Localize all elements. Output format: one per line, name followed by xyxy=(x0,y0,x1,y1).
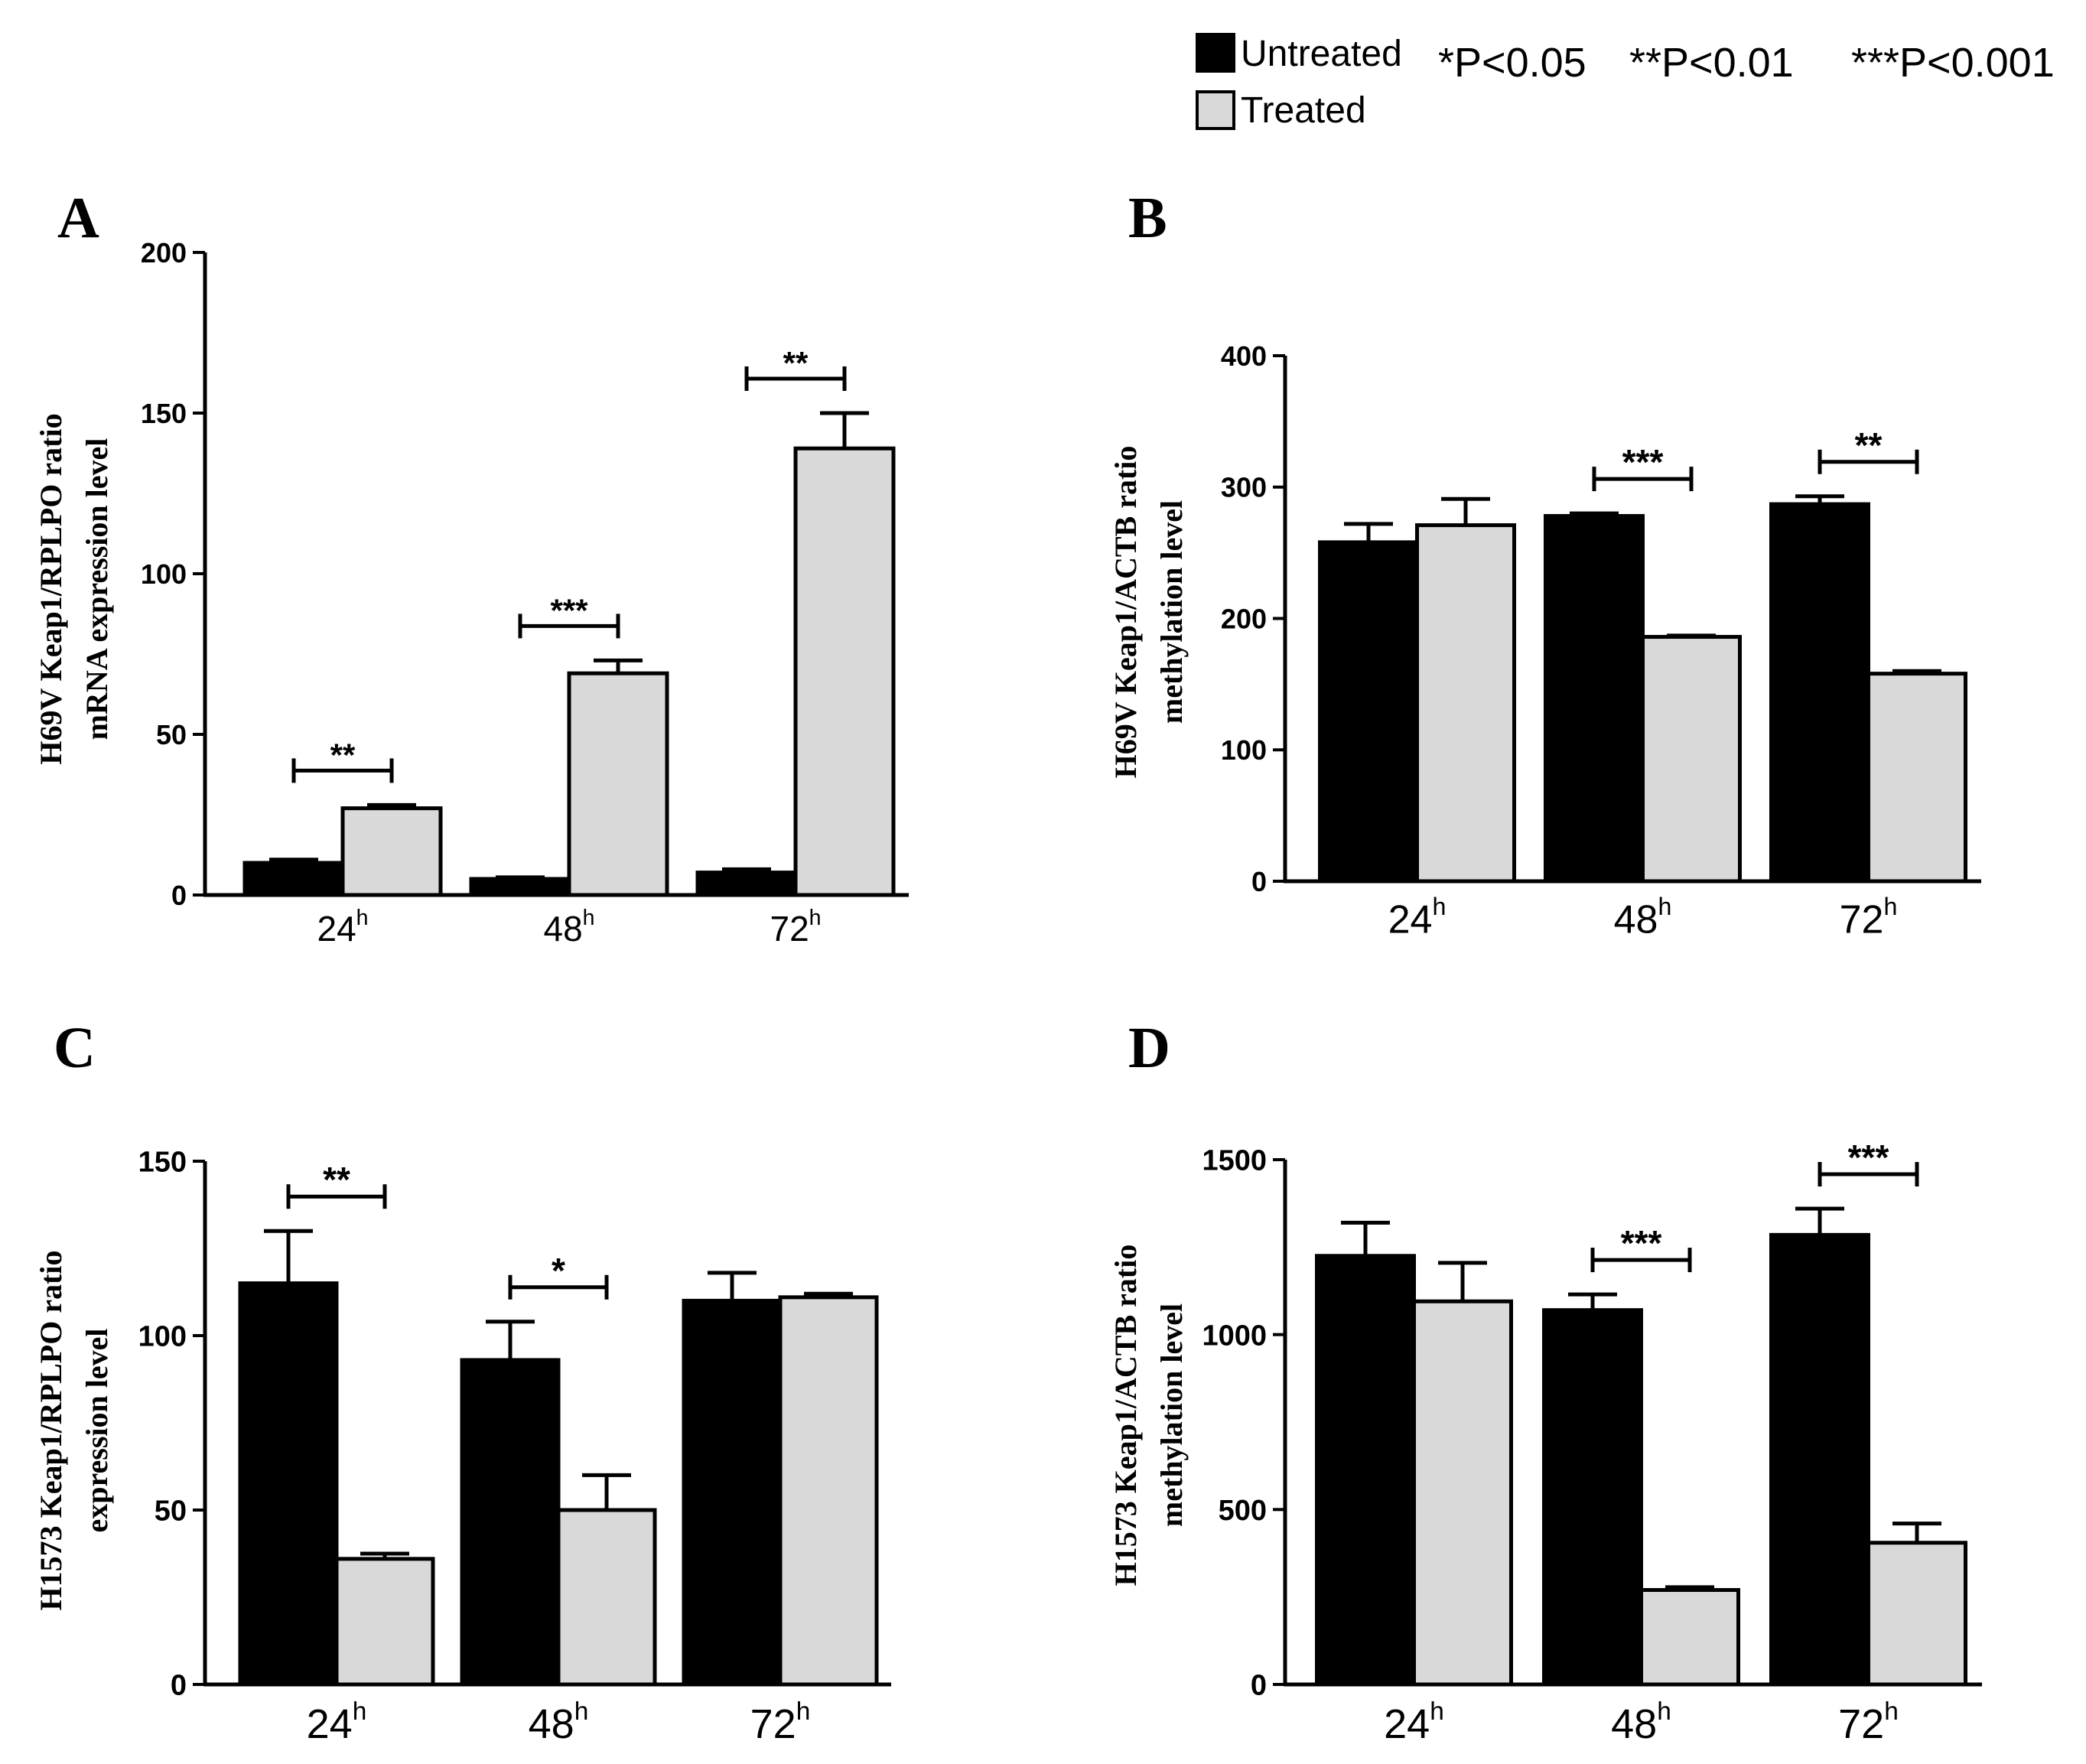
significance-label: *** xyxy=(550,592,588,628)
y-tick-label: 200 xyxy=(141,237,187,269)
y-axis-label-line-1: H1573 Keap1/ACTB ratio xyxy=(1108,1245,1143,1587)
y-axis-label-line-1: H69V Keap1/ACTB ratio xyxy=(1108,446,1143,779)
bar-treated-24h xyxy=(1415,523,1516,884)
y-tick-label: 300 xyxy=(1221,472,1267,503)
y-tick-label: 200 xyxy=(1221,603,1267,634)
bar-treated-72h xyxy=(778,1295,879,1687)
significance-label: ** xyxy=(1855,425,1883,465)
plot-area: 0 500 1000 1500 24h 48h 72h *** *** xyxy=(1202,1137,1982,1747)
panel-b: B H69V Keap1/ACTB ratio methylation leve… xyxy=(1108,186,1981,942)
y-tick-label: 100 xyxy=(138,1321,187,1353)
legend-swatch-treated xyxy=(1196,90,1235,130)
y-tick-label: 0 xyxy=(171,880,187,911)
bar-treated-72h xyxy=(1866,1541,1967,1687)
significance-label: ** xyxy=(323,1160,350,1199)
y-tick-label: 100 xyxy=(141,558,187,590)
y-tick-label: 150 xyxy=(141,398,187,429)
bar-treated-72h xyxy=(793,446,896,897)
bar-untreated-48h xyxy=(460,1358,561,1687)
significance-label: ** xyxy=(783,345,809,381)
bar-treated-24h xyxy=(1412,1299,1513,1687)
x-tick-label: 24h xyxy=(317,906,368,949)
panel-letter: C xyxy=(54,1016,96,1080)
y-tick-label: 100 xyxy=(1221,734,1267,766)
y-axis-label: H1573 Keap1/ACTB ratio methylation level xyxy=(1108,1245,1189,1587)
y-axis-label: H1573 Keap1/RPLPO ratio expression level xyxy=(34,1250,114,1610)
x-tick-label: 48h xyxy=(1611,1697,1671,1747)
bar-untreated-72h xyxy=(695,871,798,897)
significance-key-2: **P<0.01 xyxy=(1629,40,1794,86)
significance-label: *** xyxy=(1848,1137,1889,1177)
significance-label: ** xyxy=(330,737,356,773)
x-tick-label: 72h xyxy=(1838,1697,1899,1747)
y-tick-label: 50 xyxy=(156,719,187,750)
bar-untreated-48h xyxy=(469,877,571,897)
bar-untreated-72h xyxy=(1769,502,1870,884)
bar-treated-24h xyxy=(340,806,443,897)
y-tick-label: 0 xyxy=(1251,866,1267,897)
significance-key-1: *P<0.05 xyxy=(1438,40,1586,86)
x-tick-label: 48h xyxy=(529,1697,589,1747)
bar-treated-48h xyxy=(556,1508,657,1687)
bar-untreated-72h xyxy=(682,1298,783,1687)
significance-label: * xyxy=(552,1251,565,1290)
x-tick-label: 24h xyxy=(1384,1697,1444,1747)
bar-untreated-48h xyxy=(1544,514,1645,884)
bar-untreated-24h xyxy=(1315,1254,1416,1687)
y-axis-label-line-1: H69V Keap1/RPLPO ratio xyxy=(34,413,68,764)
y-tick-label: 1500 xyxy=(1202,1145,1267,1177)
x-tick-label: 48h xyxy=(543,906,594,949)
y-tick-label: 500 xyxy=(1219,1495,1267,1527)
significance-label: *** xyxy=(1621,1223,1662,1263)
y-axis-label: H69V Keap1/ACTB ratio methylation level xyxy=(1108,446,1189,779)
panel-c: C H1573 Keap1/RPLPO ratio expression lev… xyxy=(34,1016,891,1747)
x-tick-label: 24h xyxy=(1388,893,1447,942)
panel-d: D H1573 Keap1/ACTB ratio methylation lev… xyxy=(1108,1016,1982,1747)
y-axis-label: H69V Keap1/RPLPO ratio mRNA expression l… xyxy=(34,413,114,764)
panel-letter: D xyxy=(1128,1016,1170,1080)
x-tick-label: 72h xyxy=(750,1697,811,1747)
y-tick-label: 50 xyxy=(155,1495,187,1528)
x-tick-label: 72h xyxy=(1840,893,1898,942)
y-tick-label: 150 xyxy=(138,1147,187,1179)
bar-treated-48h xyxy=(1639,1588,1740,1687)
bar-untreated-72h xyxy=(1769,1232,1870,1687)
bar-treated-72h xyxy=(1866,672,1967,884)
panel-letter: B xyxy=(1128,186,1167,250)
y-axis-label-line-2: methylation level xyxy=(1154,500,1189,724)
x-tick-label: 72h xyxy=(770,906,821,949)
bar-untreated-24h xyxy=(242,861,345,897)
bar-untreated-24h xyxy=(238,1281,339,1687)
x-tick-label: 48h xyxy=(1614,893,1672,942)
x-tick-label: 24h xyxy=(307,1697,367,1747)
bar-untreated-24h xyxy=(1318,540,1419,884)
y-axis-label-line-2: methylation level xyxy=(1154,1303,1189,1527)
bar-treated-48h xyxy=(567,671,669,897)
bar-treated-48h xyxy=(1641,635,1742,884)
significance-label: *** xyxy=(1622,442,1664,482)
legend-label-untreated: Untreated xyxy=(1241,34,1402,74)
y-axis-label-line-2: expression level xyxy=(80,1328,114,1532)
legend-swatch-untreated xyxy=(1196,33,1235,73)
bar-treated-24h xyxy=(334,1557,435,1687)
legend-label-treated: Treated xyxy=(1241,90,1366,131)
y-tick-label: 400 xyxy=(1221,340,1267,372)
bar-untreated-48h xyxy=(1542,1308,1643,1687)
y-tick-label: 0 xyxy=(1251,1670,1267,1702)
panel-a: A H69V Keap1/RPLPO ratio mRNA expression… xyxy=(34,186,909,949)
legend: Untreated Treated *P<0.05 **P<0.01 ***P<… xyxy=(1196,33,2055,131)
significance-key-3: ***P<0.001 xyxy=(1851,40,2055,86)
y-tick-label: 0 xyxy=(171,1670,187,1702)
y-axis-label-line-2: mRNA expression level xyxy=(80,438,114,740)
panel-letter: A xyxy=(57,186,99,250)
y-axis-label-line-1: H1573 Keap1/RPLPO ratio xyxy=(34,1250,68,1610)
y-tick-label: 1000 xyxy=(1202,1320,1267,1352)
